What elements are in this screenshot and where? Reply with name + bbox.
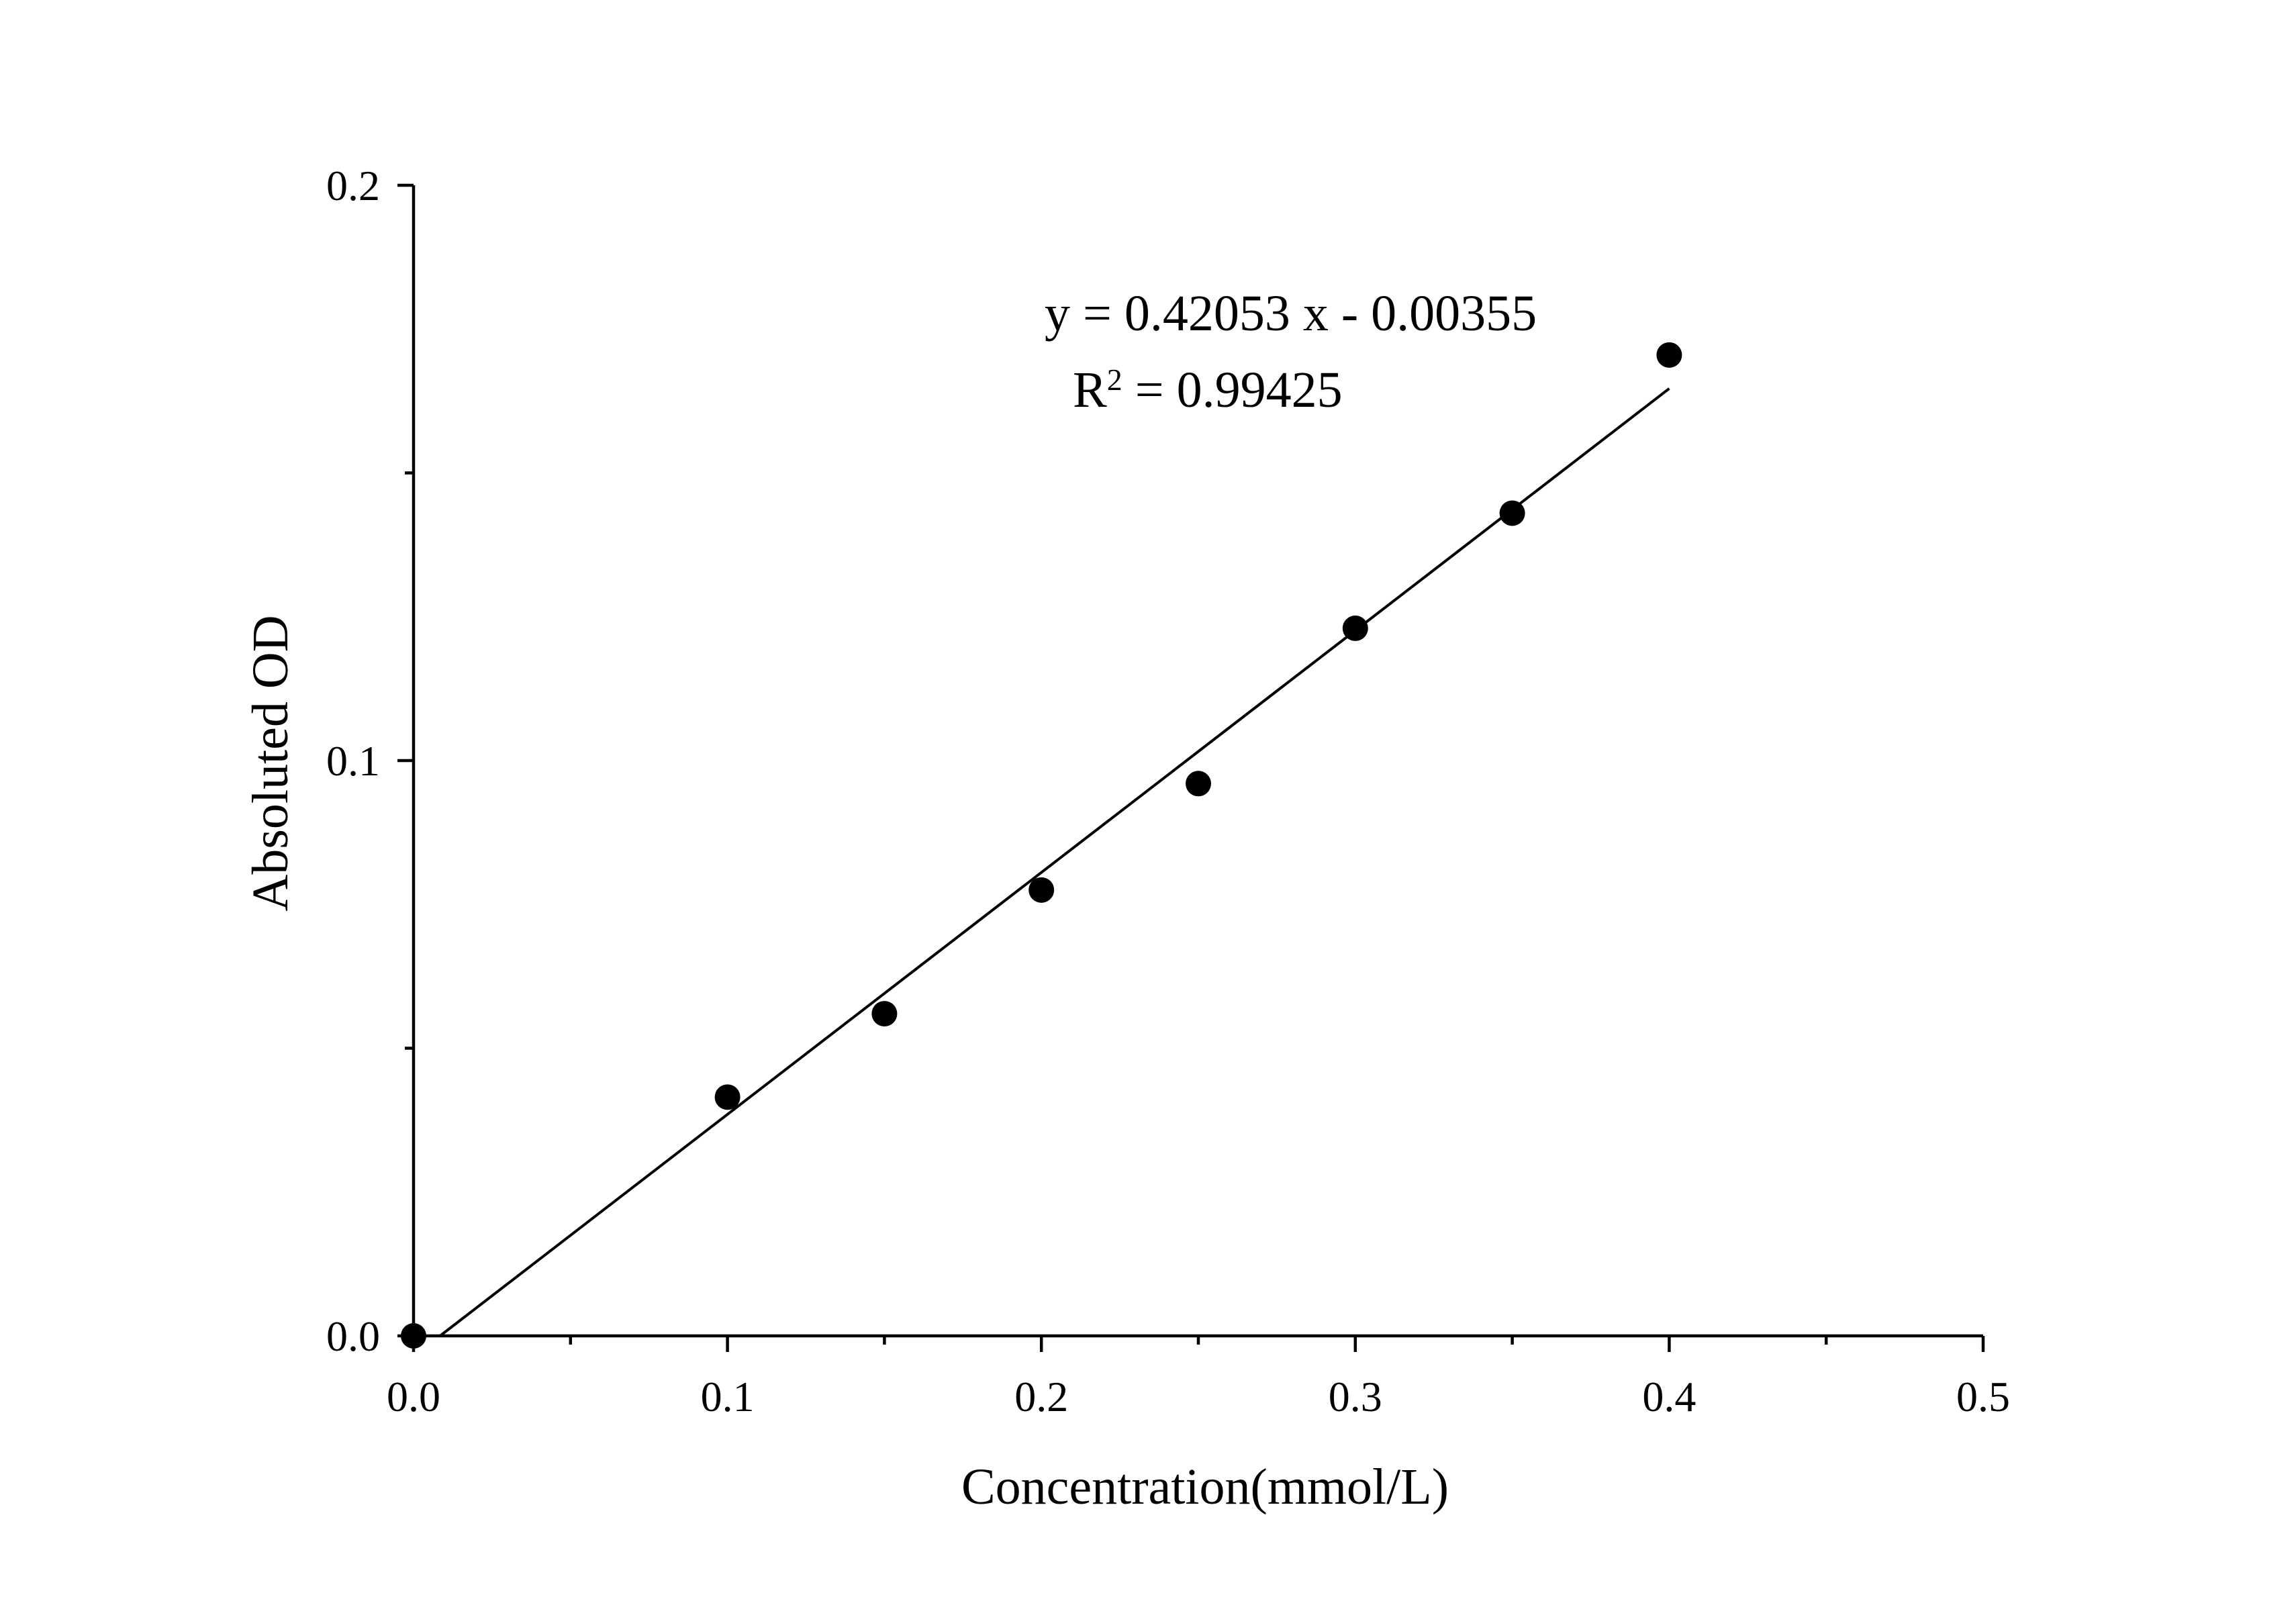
data-point [1029, 877, 1055, 903]
data-point [1656, 342, 1682, 368]
data-points [401, 342, 1682, 1349]
y-ticks: 0.0 0.1 0.2 [326, 162, 414, 1360]
x-tick-label: 0.2 [1014, 1373, 1068, 1420]
x-tick-label: 0.4 [1642, 1373, 1696, 1420]
r-squared: R2 = 0.99425 [1073, 362, 1343, 418]
data-point [1186, 771, 1211, 797]
x-tick-label: 0.5 [1956, 1373, 2010, 1420]
data-point [1342, 615, 1368, 641]
x-ticks: 0.0 0.1 0.2 0.3 0.4 0.5 [387, 1336, 2010, 1420]
fit-line [439, 387, 1670, 1337]
data-point [714, 1084, 740, 1110]
x-tick-label: 0.3 [1329, 1373, 1382, 1420]
data-point [871, 1001, 898, 1027]
r-squared-value: = 0.99425 [1122, 362, 1343, 418]
y-axis-title: Absoluted OD [242, 615, 299, 911]
plot-area: 0.0 0.1 0.2 0.3 0.4 0.5 0.0 0.1 0.2 [326, 162, 2010, 1420]
fit-equation: y = 0.42053 x - 0.00355 [1045, 285, 1537, 342]
x-tick-label: 0.1 [701, 1373, 755, 1420]
x-tick-label: 0.0 [387, 1373, 440, 1420]
fit-group [439, 387, 1670, 1337]
r-squared-base: R [1073, 362, 1107, 418]
x-axis-title: Concentration(mmol/L) [961, 1459, 1449, 1515]
y-tick-label: 0.1 [326, 737, 380, 785]
y-tick-label: 0.0 [326, 1312, 380, 1360]
r-squared-superscript: 2 [1107, 362, 1122, 397]
data-point [401, 1323, 426, 1349]
y-tick-label: 0.2 [326, 162, 380, 209]
data-point [1499, 500, 1525, 526]
